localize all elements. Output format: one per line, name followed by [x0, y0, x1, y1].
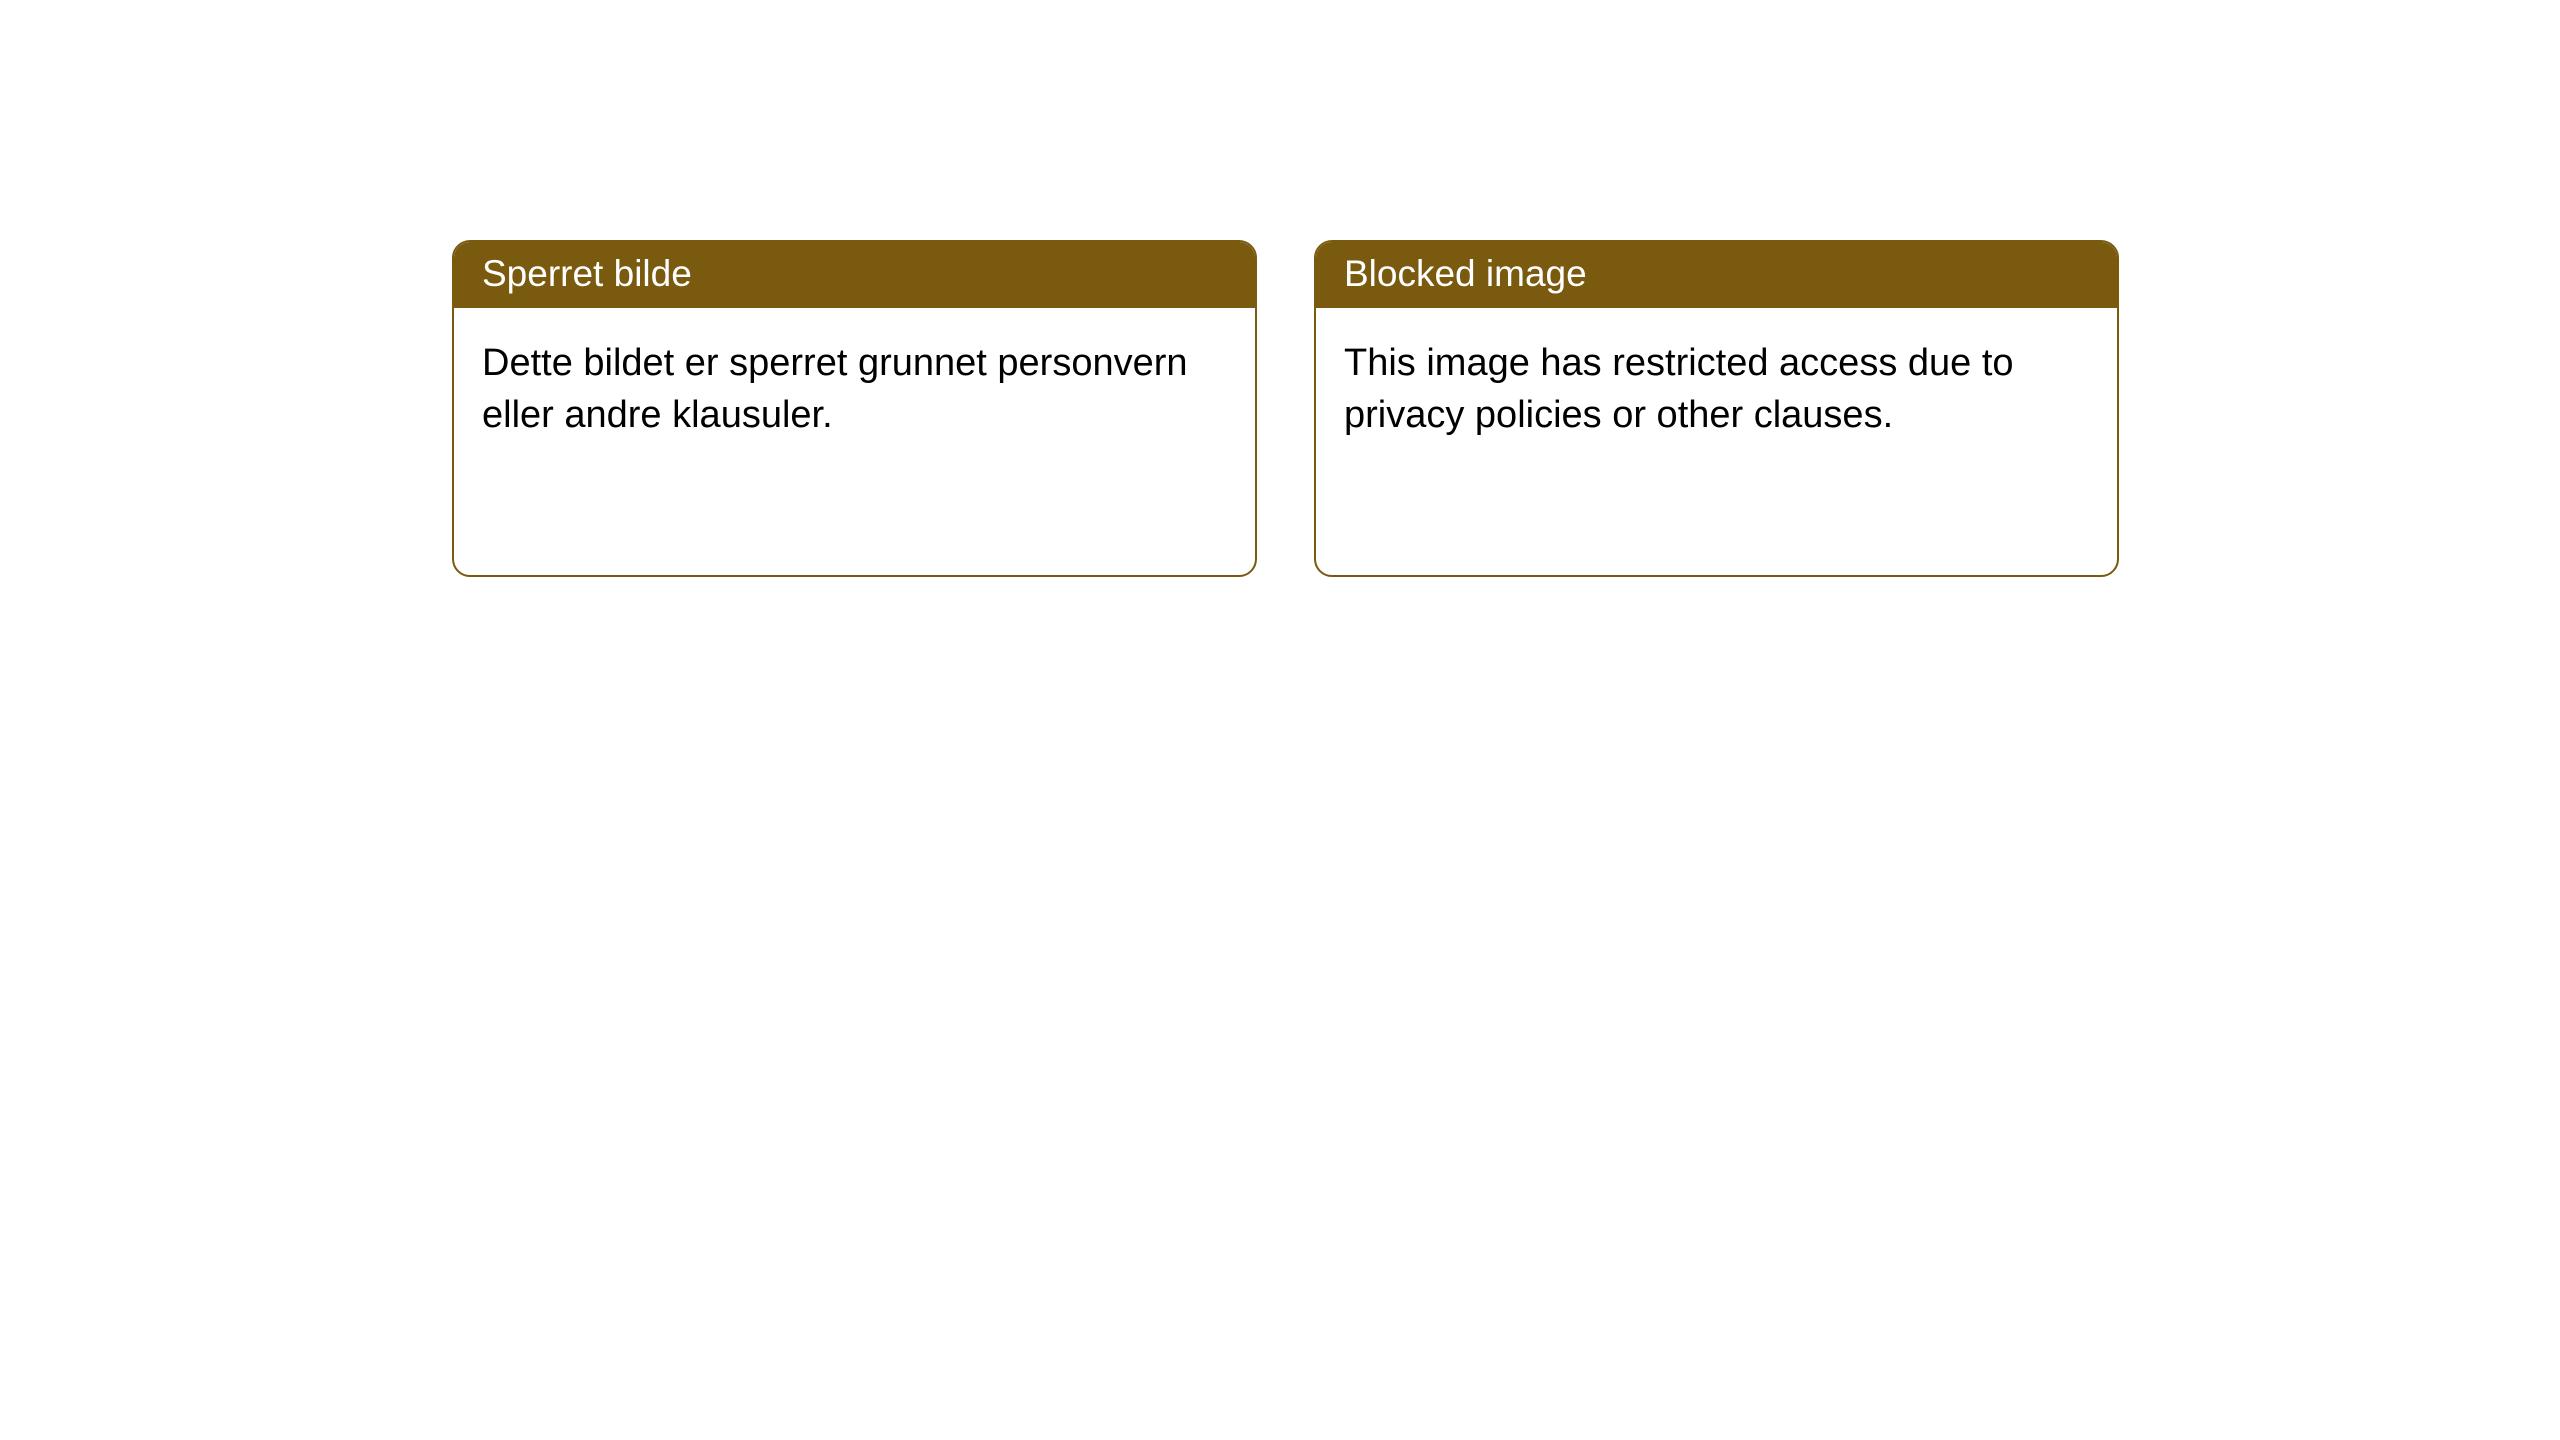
card-header: Sperret bilde	[454, 242, 1255, 308]
card-body: Dette bildet er sperret grunnet personve…	[454, 308, 1255, 471]
card-body-text: This image has restricted access due to …	[1344, 342, 2014, 435]
card-title: Sperret bilde	[482, 253, 692, 294]
card-title: Blocked image	[1344, 253, 1587, 294]
card-body: This image has restricted access due to …	[1316, 308, 2117, 471]
card-body-text: Dette bildet er sperret grunnet personve…	[482, 342, 1188, 435]
notice-card-english: Blocked image This image has restricted …	[1314, 240, 2119, 577]
notice-card-norwegian: Sperret bilde Dette bildet er sperret gr…	[452, 240, 1257, 577]
card-header: Blocked image	[1316, 242, 2117, 308]
notice-card-container: Sperret bilde Dette bildet er sperret gr…	[452, 240, 2119, 577]
